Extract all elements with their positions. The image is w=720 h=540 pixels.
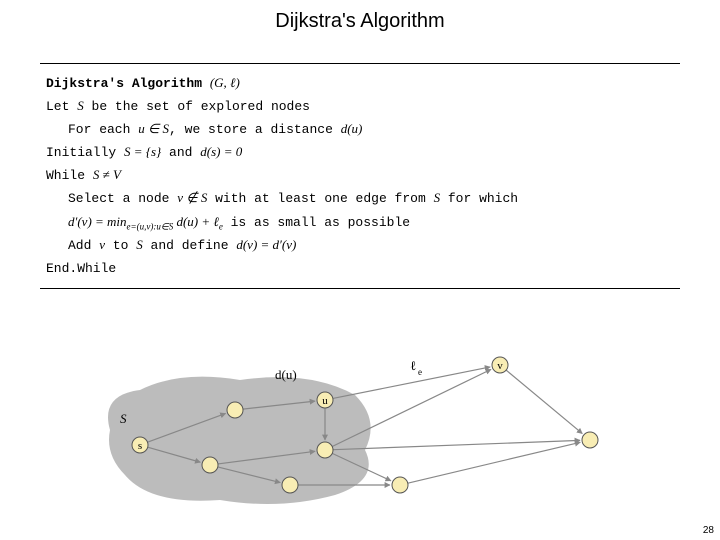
label-du: d(u) (275, 367, 297, 382)
graph-node-label-u: u (322, 395, 328, 407)
algo-text: Let (46, 99, 77, 114)
algo-text: Dijkstra's Algorithm (46, 76, 202, 91)
algo-line-6: Select a node v ∉ S with at least one ed… (46, 187, 674, 210)
label-le: ℓ (410, 358, 416, 373)
algo-math: d(s) = 0 (200, 144, 242, 159)
algorithm-block: Dijkstra's Algorithm (G, ℓ) Let S be the… (40, 63, 680, 289)
algo-math: d′(v) = min (68, 214, 127, 229)
algo-text: While (46, 168, 93, 183)
algo-text: Add (68, 238, 99, 253)
algo-subscript: e=(u,v):u∈S (127, 221, 174, 231)
page-title: Dijkstra's Algorithm (0, 0, 720, 33)
algo-math: (G, ℓ) (210, 75, 240, 90)
algo-math: S ≠ V (93, 167, 121, 182)
algo-line-7: d′(v) = mine=(u,v):u∈S d(u) + ℓe is as s… (46, 211, 674, 235)
graph-edge (333, 440, 580, 449)
algo-text: , we store a distance (169, 122, 341, 137)
graph-edge (408, 442, 580, 483)
algo-line-9: End.While (46, 258, 674, 280)
graph-node-n4 (282, 477, 298, 493)
algo-text: Select a node (68, 191, 177, 206)
graph-edge (506, 370, 582, 433)
algo-line-2: Let S be the set of explored nodes (46, 95, 674, 118)
algo-math: d(v) = d′(v) (236, 237, 296, 252)
algo-text: and define (143, 238, 237, 253)
graph-node-n5 (392, 477, 408, 493)
graph-node-label-s: s (138, 440, 142, 452)
algo-math: d(u) (341, 121, 363, 136)
algo-math: u ∈ S (138, 121, 169, 136)
algo-line-5: While S ≠ V (46, 164, 674, 187)
graph-node-label-v: v (497, 360, 503, 372)
algo-text: be the set of explored nodes (84, 99, 310, 114)
graph-node-n1 (202, 457, 218, 473)
algo-line-4: Initially S = {s} and d(s) = 0 (46, 141, 674, 164)
algo-text: and (161, 145, 200, 160)
algo-math: S = {s} (124, 144, 161, 159)
algo-text: Initially (46, 145, 124, 160)
algo-text: is as small as possible (223, 215, 410, 230)
algo-line-3: For each u ∈ S, we store a distance d(u) (46, 118, 674, 141)
algo-text: to (105, 238, 136, 253)
graph-node-n3 (317, 442, 333, 458)
algo-text: For each (68, 122, 138, 137)
algo-text: for which (440, 191, 518, 206)
graph-node-n6 (582, 432, 598, 448)
graph-diagram: s u v Sd(u) ℓe (80, 335, 640, 510)
algo-math: d(u) + ℓ (173, 214, 219, 229)
page-number: 28 (703, 525, 714, 536)
label-S: S (120, 411, 127, 426)
algo-math: v ∉ S (177, 190, 207, 205)
algo-text: with at least one edge from (207, 191, 433, 206)
graph-node-n2 (227, 402, 243, 418)
label-le-sub: e (418, 367, 422, 377)
algo-line-8: Add v to S and define d(v) = d′(v) (46, 234, 674, 257)
algo-line-1: Dijkstra's Algorithm (G, ℓ) (46, 72, 674, 95)
